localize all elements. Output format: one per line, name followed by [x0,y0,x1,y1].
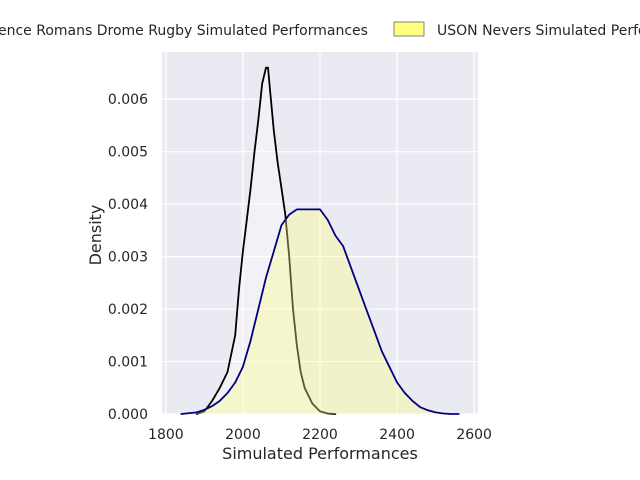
y-tick-label: 0.002 [108,302,148,318]
x-tick-label: 2200 [302,427,338,443]
y-tick-label: 0.001 [108,355,148,371]
x-tick-label: 2000 [225,427,261,443]
legend: ence Romans Drome Rugby Simulated Perfor… [0,21,640,39]
y-tick-label: 0.005 [108,145,148,161]
y-tick-label: 0.000 [108,407,148,423]
legend-entry-2-swatch [393,21,425,37]
series-2-area [181,209,459,414]
x-axis-ticks: 1800 2000 2200 2400 2600 [148,427,492,443]
x-tick-label: 1800 [148,427,184,443]
series-layer [180,66,460,415]
y-tick-label: 0.006 [108,92,148,108]
x-tick-label: 2400 [379,427,415,443]
legend-entry-1-label: ence Romans Drome Rugby Simulated Perfor… [0,23,368,39]
series-1-line [195,66,337,415]
series-2-line [180,208,460,415]
x-tick-label: 2600 [456,427,492,443]
grid-lines [162,52,478,415]
legend-entry-2-label: USON Nevers Simulated Perfo [437,23,640,39]
series-1-area [196,67,336,414]
y-axis-label: Density [86,205,105,266]
y-axis-ticks: 0.000 0.001 0.002 0.003 0.004 0.005 0.006 [108,92,148,423]
y-tick-label: 0.003 [108,250,148,266]
x-axis-label: Simulated Performances [222,444,418,463]
y-tick-label: 0.004 [108,197,148,213]
